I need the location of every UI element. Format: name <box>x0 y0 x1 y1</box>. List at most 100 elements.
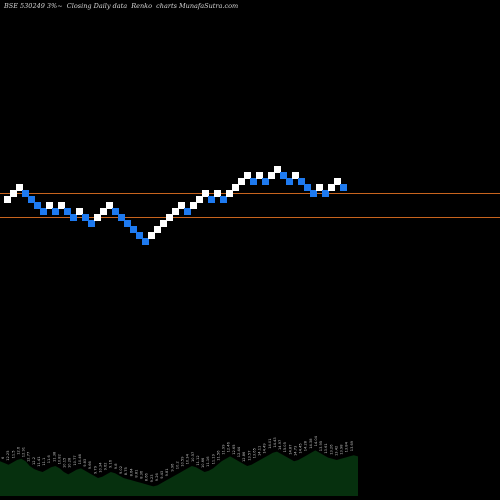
volume-label: 14.73 <box>293 446 297 456</box>
renko-brick-up <box>202 190 209 197</box>
volume-label: 12.44 <box>237 446 241 457</box>
volume-label: 9.02 <box>119 466 123 474</box>
renko-brick-down <box>82 214 89 221</box>
volume-label: 14.43 <box>273 437 277 447</box>
volume-label: 13.42 <box>335 446 339 456</box>
renko-brick-up <box>334 178 341 185</box>
renko-brick-down <box>220 196 227 203</box>
renko-brick-down <box>136 232 143 239</box>
volume-label: 8.66 <box>145 472 149 481</box>
volume-label: 11.41 <box>37 457 41 467</box>
renko-brick-up <box>232 184 239 191</box>
volume-label: 14.01 <box>268 439 272 449</box>
volume-label: 10.57 <box>191 452 195 462</box>
renko-brick-down <box>112 208 119 215</box>
renko-brick-up <box>256 172 263 179</box>
volume-label: 14.04 <box>314 435 318 446</box>
volume-label: 9.81 <box>165 468 169 476</box>
volume-label: 10.66 <box>201 457 205 468</box>
volume-label: 8.81 <box>134 470 138 478</box>
volume-label: 10.82 <box>57 454 61 464</box>
volume-label: 9.62 <box>104 462 108 470</box>
volume-label: 9.26 <box>155 472 159 481</box>
volume-label: 11.38 <box>52 451 56 462</box>
renko-brick-down <box>208 196 215 203</box>
volume-label: 13.57 <box>247 451 251 461</box>
renko-brick-up <box>166 214 173 221</box>
renko-brick-up <box>100 208 107 215</box>
volume-label: 9.16 <box>109 459 113 468</box>
renko-brick-down <box>340 184 347 191</box>
renko-brick-up <box>226 190 233 197</box>
volume-label: 15.05 <box>283 442 287 452</box>
renko-brick-down <box>70 214 77 221</box>
volume-label: 12.25 <box>6 451 10 461</box>
volume-label: 9.96 <box>170 463 174 472</box>
renko-brick-up <box>244 172 251 179</box>
volume-label: 13.26 <box>329 444 333 455</box>
volume-label: 10.28 <box>68 457 72 468</box>
renko-brick-up <box>58 202 65 209</box>
volume-label: 13.65 <box>252 448 256 458</box>
volume-label: 11.1 <box>42 458 46 466</box>
renko-brick-up <box>178 202 185 209</box>
volume-label: 14.11 <box>258 446 262 456</box>
volume-label: 6 <box>1 456 5 459</box>
renko-brick-up <box>268 172 275 179</box>
volume-label: 12.86 <box>242 451 246 462</box>
renko-brick-up <box>4 196 11 203</box>
volume-label: 12.46 <box>227 441 231 452</box>
renko-brick-up <box>238 178 245 185</box>
renko-brick-down <box>280 172 287 179</box>
renko-brick-down <box>310 190 317 197</box>
volume-label: 14.87 <box>288 445 292 455</box>
volume-label: 10.46 <box>78 453 82 464</box>
volume-label: 14.45 <box>299 443 303 453</box>
volume-label: 11.16 <box>206 456 210 467</box>
volume-label: 14.38 <box>309 438 313 449</box>
renko-brick-down <box>52 208 59 215</box>
renko-brick-down <box>286 178 293 185</box>
volume-label: 8.75 <box>124 467 128 475</box>
renko-brick-down <box>250 178 257 185</box>
renko-brick-down <box>34 202 41 209</box>
renko-brick-down <box>322 190 329 197</box>
volume-label: 9.43 <box>160 471 164 479</box>
renko-brick-down <box>40 208 47 215</box>
volume-label: 12.6 <box>16 446 20 455</box>
renko-brick-down <box>262 178 269 185</box>
renko-brick-up <box>328 184 335 191</box>
renko-brick-down <box>130 226 137 233</box>
reference-lines <box>0 193 500 218</box>
volume-label: 10.15 <box>63 458 67 468</box>
volume-label: 14.28 <box>304 440 308 451</box>
volume-label: 9.8 <box>114 463 118 469</box>
renko-brick-down <box>304 184 311 191</box>
volume-label: 13.84 <box>345 441 349 452</box>
volume-label: 11.56 <box>217 450 221 461</box>
volume-label: 13.98 <box>340 444 344 455</box>
volume-label: 9.23 <box>150 474 154 482</box>
chart-title: BSE 530249 3%~ Closing Daily data Renko … <box>4 2 239 10</box>
volume-label: 9.66 <box>88 460 92 469</box>
renko-brick-up <box>76 208 83 215</box>
volume-label: 9.79 <box>93 465 97 474</box>
renko-brick-up <box>316 184 323 191</box>
renko-brick-up <box>148 232 155 239</box>
volume-label: 8.64 <box>129 468 133 477</box>
volume-label: 10.59 <box>181 456 185 467</box>
volume-label: 13.61 <box>324 443 328 453</box>
renko-brick-down <box>142 238 149 245</box>
volume-label: 10.34 <box>99 462 103 473</box>
renko-brick-up <box>214 190 221 197</box>
renko-brick-down <box>124 220 131 227</box>
volume-label: 10.77 <box>73 455 77 465</box>
volume-label: 11.6 <box>47 454 51 463</box>
renko-brick-up <box>94 214 101 221</box>
volume-label: 12.65 <box>232 445 236 455</box>
volume-label: 10.34 <box>186 453 190 464</box>
renko-brick-down <box>64 208 71 215</box>
volume-area <box>0 450 358 496</box>
renko-brick-up <box>190 202 197 209</box>
volume-label: 9.83 <box>83 459 87 467</box>
